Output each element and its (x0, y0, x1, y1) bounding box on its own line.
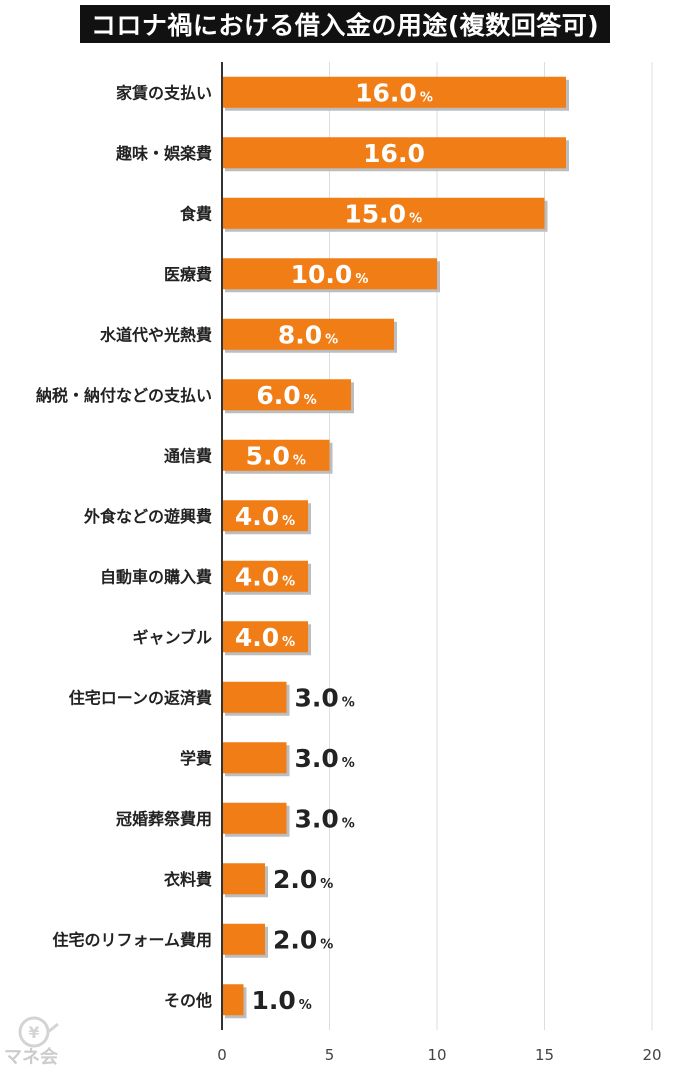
category-label: 食費 (179, 204, 212, 223)
value-unit: % (320, 937, 333, 952)
value-number: 8.0 (278, 320, 322, 349)
value-label: 2.0% (273, 865, 333, 894)
category-label: ギャンブル (132, 628, 212, 647)
value-label: 16.0 (363, 139, 425, 168)
category-label: 住宅のリフォーム費用 (52, 930, 212, 949)
watermark-logo-icon: ¥ (18, 1016, 59, 1048)
category-label: 学費 (180, 749, 212, 768)
value-label: 16.0% (355, 78, 433, 107)
category-label: 水道代や光熱費 (100, 325, 212, 344)
label-layer: 家賃の支払い 16.0 % 趣味・娯楽費 16.0 食費 15.0 % 医療費 10.0 % 水道代や… (36, 78, 433, 1015)
value-label: 3.0% (295, 683, 355, 712)
bar (222, 802, 287, 834)
value-number: 4.0 (235, 562, 279, 591)
value-number: 16.0 (363, 139, 425, 168)
value-unit: % (282, 574, 295, 589)
value-number: 2.0 (273, 865, 317, 894)
category-label: 自動車の購入費 (100, 567, 212, 586)
bar (222, 984, 244, 1016)
value-label: 4.0% (235, 502, 295, 531)
x-tick-label: 10 (427, 1046, 446, 1064)
value-number: 10.0 (291, 260, 353, 289)
value-label: 15.0% (344, 199, 422, 228)
x-tick-label: 5 (325, 1046, 335, 1064)
bar (222, 742, 287, 774)
category-label: 冠婚葬祭費用 (116, 809, 212, 828)
value-unit: % (342, 756, 355, 771)
value-number: 4.0 (235, 623, 279, 652)
value-unit: % (325, 332, 338, 347)
category-label: 趣味・娯楽費 (115, 144, 212, 163)
bar (222, 137, 566, 169)
value-unit: % (355, 272, 368, 287)
chart-title: コロナ禍における借入金の用途(複数回答可) (80, 5, 610, 43)
value-label: 4.0% (235, 562, 295, 591)
value-number: 4.0 (235, 502, 279, 531)
x-tick-label: 15 (535, 1046, 554, 1064)
value-unit: % (409, 211, 422, 226)
value-label: 5.0% (246, 441, 306, 470)
value-unit: % (299, 998, 312, 1013)
value-number: 3.0 (295, 804, 339, 833)
bar (222, 258, 437, 290)
value-unit: % (420, 90, 433, 105)
value-number: 16.0 (355, 78, 417, 107)
value-unit: % (304, 393, 317, 408)
bar (222, 863, 265, 895)
bar (222, 500, 308, 532)
bar (222, 439, 330, 471)
category-label: その他 (164, 991, 212, 1010)
bar (222, 318, 394, 350)
bar-layer (222, 76, 569, 1019)
value-label: 6.0% (256, 381, 316, 410)
value-unit: % (342, 816, 355, 831)
bar (222, 197, 545, 229)
x-tick-label: 0 (217, 1046, 227, 1064)
value-number: 2.0 (273, 925, 317, 954)
category-label: 医療費 (164, 265, 212, 284)
value-unit: % (320, 877, 333, 892)
value-label: 3.0% (295, 804, 355, 833)
bar (222, 681, 287, 713)
watermark-text: マネ会 (4, 1047, 58, 1068)
axis-layer: 0 5 10 15 20 (217, 62, 662, 1064)
category-label: 衣料費 (164, 870, 212, 889)
value-label: 8.0% (278, 320, 338, 349)
category-label: 住宅ローンの返済費 (69, 688, 212, 707)
bar (222, 379, 351, 411)
x-tick-label: 20 (642, 1046, 661, 1064)
watermark-symbol: ¥ (28, 1023, 39, 1042)
category-label: 外食などの遊興費 (83, 507, 212, 526)
value-label: 4.0% (235, 623, 295, 652)
value-label: 2.0% (273, 925, 333, 954)
value-label: 1.0% (252, 986, 312, 1015)
value-number: 1.0 (252, 986, 296, 1015)
value-number: 3.0 (295, 683, 339, 712)
bar (222, 560, 308, 592)
value-unit: % (282, 514, 295, 529)
value-unit: % (282, 635, 295, 650)
bar (222, 76, 566, 108)
category-label: 家賃の支払い (116, 83, 212, 102)
value-unit: % (293, 453, 306, 468)
value-number: 6.0 (256, 381, 300, 410)
value-number: 5.0 (246, 441, 290, 470)
value-number: 15.0 (344, 199, 406, 228)
bar (222, 621, 308, 653)
value-unit: % (342, 695, 355, 710)
bar (222, 923, 265, 955)
category-label: 納税・納付などの支払い (36, 386, 212, 405)
value-label: 3.0% (295, 744, 355, 773)
category-label: 通信費 (164, 446, 212, 465)
value-label: 10.0% (291, 260, 369, 289)
value-number: 3.0 (295, 744, 339, 773)
